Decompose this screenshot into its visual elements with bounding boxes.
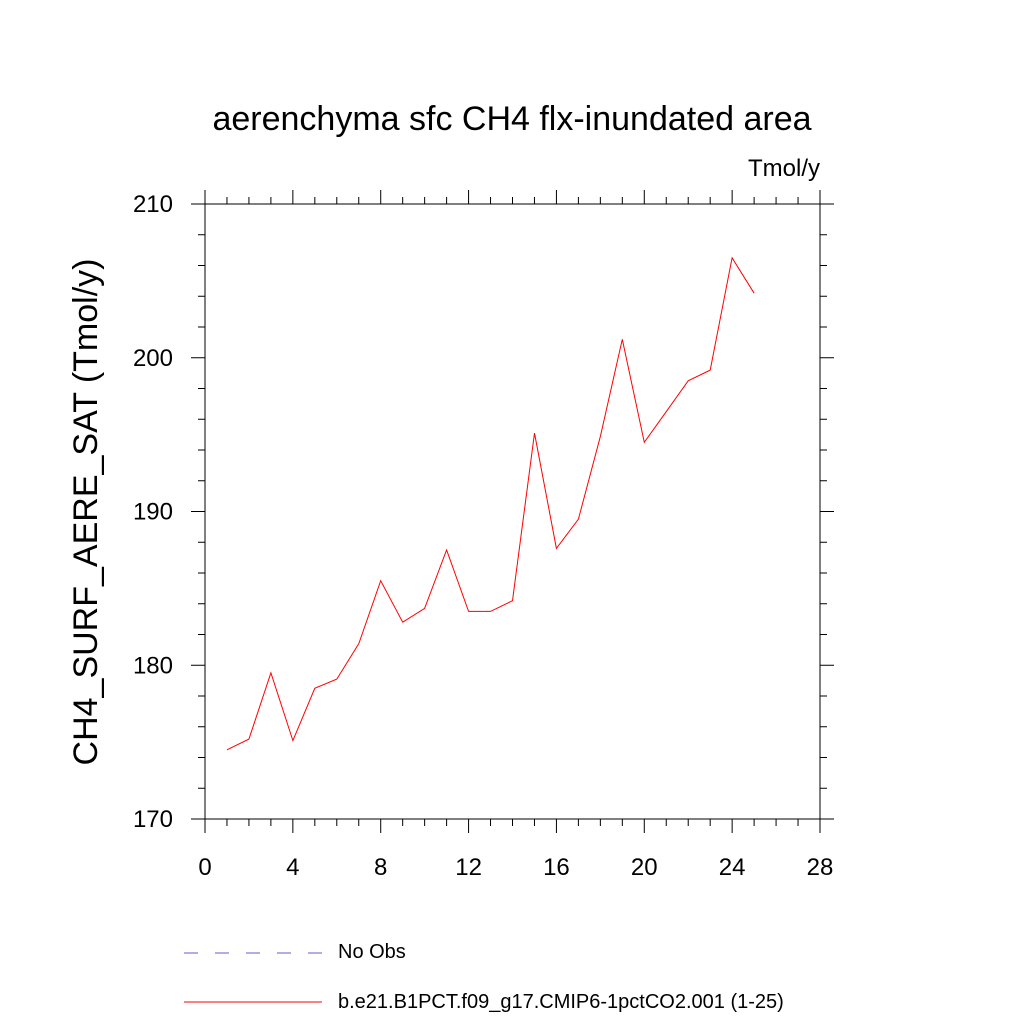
x-tick-label: 12 bbox=[455, 854, 482, 881]
series-line-1 bbox=[226, 256, 755, 751]
legend-label-model-run: b.e21.B1PCT.f09_g17.CMIP6-1pctCO2.001 (1… bbox=[338, 991, 784, 1013]
y-tick-label: 180 bbox=[133, 652, 173, 679]
y-tick-label: 210 bbox=[133, 191, 173, 218]
axes: 0 4 8 12 16 20 24 28 170 180 190 200 210 bbox=[133, 190, 834, 881]
x-tick-label: 24 bbox=[719, 854, 746, 881]
y-tick-label: 190 bbox=[133, 499, 173, 526]
x-tick-label: 20 bbox=[631, 854, 658, 881]
x-tick-label: 16 bbox=[543, 854, 570, 881]
legend-label-no-obs: No Obs bbox=[338, 941, 406, 963]
y-tick-label: 200 bbox=[133, 345, 173, 372]
x-tick-label: 28 bbox=[807, 854, 834, 881]
y-tick-label: 170 bbox=[133, 806, 173, 833]
x-tick-label: 4 bbox=[286, 854, 299, 881]
series-lines bbox=[226, 256, 755, 751]
chart-title: aerenchyma sfc CH4 flx-inundated area bbox=[212, 100, 812, 138]
y-axis-label: CH4_SURF_AERE_SAT (Tmol/y) bbox=[67, 259, 105, 766]
units-label: Tmol/y bbox=[748, 155, 820, 182]
x-tick-label: 0 bbox=[198, 854, 211, 881]
plot-frame bbox=[204, 203, 821, 820]
legend bbox=[184, 952, 322, 1003]
x-tick-label: 8 bbox=[374, 854, 387, 881]
